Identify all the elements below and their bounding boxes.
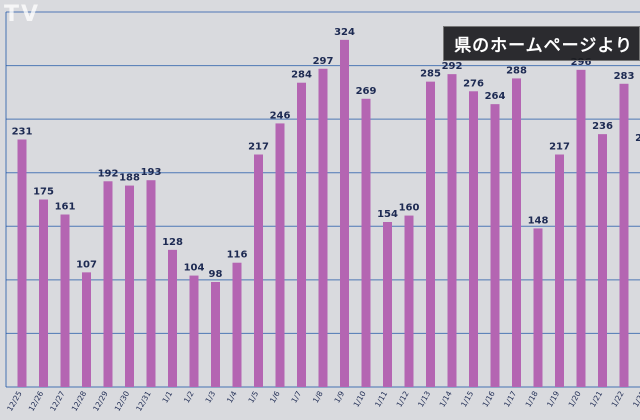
bar (426, 81, 435, 388)
x-tick-label: 1/21 (588, 389, 604, 408)
bar (232, 262, 242, 387)
data-label: 160 (399, 203, 420, 214)
data-label: 324 (334, 27, 355, 38)
bar (17, 139, 27, 387)
x-tick-label: 12/28 (70, 389, 89, 412)
bar (361, 98, 371, 388)
bar (555, 154, 564, 387)
bar (82, 272, 91, 387)
bar (598, 134, 607, 387)
data-label: 107 (76, 259, 97, 270)
x-tick-label: 12/31 (134, 389, 153, 412)
bar (146, 180, 156, 387)
x-tick-label: 1/23 (631, 389, 640, 408)
x-tick-label: 1/18 (524, 389, 540, 408)
x-tick-label: 1/3 (203, 389, 217, 404)
data-label: 161 (55, 202, 76, 213)
x-tick-label: 12/27 (48, 389, 67, 412)
bar (576, 69, 586, 387)
data-label: 269 (356, 86, 377, 97)
bar (297, 82, 306, 387)
bar (211, 282, 220, 387)
x-tick-label: 12/30 (113, 389, 132, 412)
data-label: 193 (141, 167, 162, 178)
data-label: 284 (291, 70, 312, 81)
bar (619, 83, 629, 388)
x-tick-label: 1/15 (459, 389, 475, 408)
data-label: 98 (209, 269, 223, 280)
data-label: 276 (463, 78, 484, 89)
data-label: 104 (184, 263, 205, 274)
data-label: 217 (248, 142, 269, 153)
data-label: 128 (162, 237, 183, 248)
bar (60, 214, 70, 387)
bar (533, 228, 543, 387)
bar (469, 91, 478, 388)
data-label: 231 (12, 127, 33, 138)
bar (254, 154, 263, 387)
bar (103, 181, 113, 387)
bar (189, 275, 199, 387)
data-label: 192 (98, 168, 119, 179)
data-label: 148 (528, 215, 549, 226)
data-label: 296 (571, 57, 592, 68)
bar (275, 123, 285, 387)
data-label: 188 (119, 173, 140, 184)
bar (447, 74, 457, 388)
data-label: 175 (33, 187, 54, 198)
source-caption: 県のホームページより (443, 26, 640, 61)
bar (404, 215, 414, 387)
x-tick-label: 1/7 (289, 389, 303, 404)
data-label: 297 (313, 56, 334, 67)
data-label: 217 (549, 142, 570, 153)
x-tick-label: 1/11 (373, 389, 389, 408)
x-tick-label: 1/16 (481, 389, 497, 408)
x-tick-label: 1/12 (395, 389, 411, 408)
data-label: 246 (270, 110, 291, 121)
data-label: 283 (614, 71, 635, 82)
bar (512, 78, 521, 387)
x-tick-label: 1/2 (182, 389, 196, 404)
x-tick-label: 1/9 (332, 389, 346, 404)
data-label: 264 (485, 91, 506, 102)
data-label: 154 (377, 209, 398, 220)
bar (168, 249, 177, 387)
x-tick-label: 1/14 (438, 389, 454, 408)
x-tick-label: 12/25 (5, 389, 24, 412)
bar (125, 185, 134, 387)
x-tick-label: 1/22 (610, 389, 626, 408)
x-tick-label: 1/13 (416, 389, 432, 408)
x-tick-label: 1/6 (268, 389, 282, 404)
bar (490, 104, 500, 388)
x-tick-label: 1/17 (502, 389, 518, 408)
data-label: 236 (592, 121, 613, 132)
bar (318, 68, 328, 388)
bar (340, 39, 349, 387)
data-label: 285 (420, 69, 441, 80)
data-label: 292 (442, 61, 463, 72)
x-tick-label: 1/1 (160, 389, 174, 404)
data-label: 288 (506, 65, 527, 76)
data-label: 116 (227, 250, 248, 261)
bar (383, 222, 392, 387)
x-tick-label: 1/10 (352, 389, 368, 408)
x-tick-label: 12/29 (91, 389, 110, 412)
bar (39, 199, 48, 387)
x-tick-label: 1/19 (545, 389, 561, 408)
data-label: 225 (635, 133, 640, 144)
x-tick-label: 1/20 (567, 389, 583, 408)
x-tick-label: 1/5 (246, 389, 260, 404)
tv-watermark: TV (4, 2, 41, 27)
x-tick-label: 1/4 (225, 389, 239, 404)
x-tick-label: 12/26 (27, 389, 46, 412)
x-tick-label: 1/8 (311, 389, 325, 404)
